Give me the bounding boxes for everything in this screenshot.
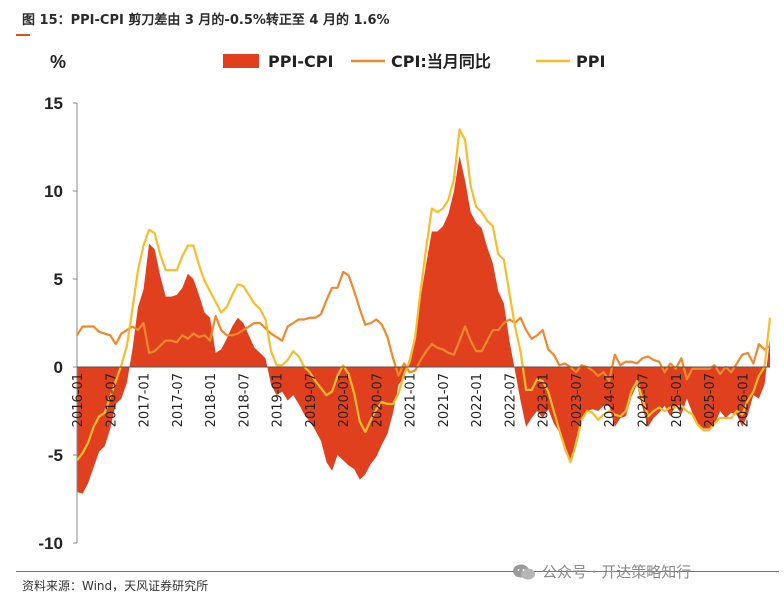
- x-tick-label: 2019-01: [271, 373, 286, 427]
- legend-swatch-ppi-cpi: [223, 54, 259, 68]
- watermark: 公众号 · 开达策略知行: [512, 561, 691, 582]
- x-tick-label: 2022-07: [503, 373, 518, 427]
- plot-area: 15 10 5 0 -5 -10 2016-01 2016-07 2017-01 2017-07 2…: [38, 94, 772, 553]
- y-axis-unit: %: [50, 52, 66, 72]
- source-note: 资料来源：Wind，天风证券研究所: [22, 579, 209, 593]
- legend: PPI-CPI CPI:当月同比 PPI: [223, 52, 605, 71]
- x-tick-label: 2025-07: [703, 373, 718, 427]
- y-tick-label: 0: [54, 358, 63, 377]
- series-cpi-line: [76, 270, 771, 383]
- chart-title: 图 15：PPI-CPI 剪刀差由 3 月的-0.5%转正至 4 月的 1.6%: [22, 13, 390, 28]
- x-tick-label: 2016-01: [71, 373, 86, 427]
- y-tick-label: -5: [48, 446, 63, 465]
- chart-canvas: % PPI-CPI CPI:当月同比 PPI 15 10 5 0 -5 -10 2016-01 2…: [38, 52, 772, 553]
- x-tick-label: 2018-07: [237, 373, 252, 427]
- series-ppi-line: [76, 128, 772, 464]
- legend-label: PPI: [576, 52, 605, 71]
- x-tick-label: 2023-01: [537, 373, 552, 427]
- footer-rule: [16, 571, 779, 572]
- y-tick-label: 15: [44, 94, 63, 113]
- series-ppi-cpi-area: [77, 155, 770, 494]
- y-tick-label: 5: [54, 270, 63, 289]
- y-tick-label: 10: [44, 182, 63, 201]
- x-tick-label: 2024-07: [636, 373, 651, 427]
- x-tick-label: 2023-07: [570, 373, 585, 427]
- x-tick-label: 2022-01: [470, 373, 485, 427]
- y-tick-label: -10: [38, 534, 63, 553]
- x-tick-label: 2017-07: [171, 373, 186, 427]
- legend-label: PPI-CPI: [268, 52, 333, 71]
- x-tick-label: 2025-01: [670, 373, 685, 427]
- x-tick-label: 2019-07: [304, 373, 319, 427]
- wechat-icon: [512, 563, 536, 581]
- x-tick-label: 2020-01: [337, 373, 352, 427]
- title-accent-rule: [16, 34, 30, 36]
- watermark-text: 公众号 · 开达策略知行: [542, 563, 692, 581]
- x-tick-label: 2024-01: [603, 373, 618, 427]
- x-tick-label: 2018-01: [204, 373, 219, 427]
- x-tick-label: 2020-07: [370, 373, 385, 427]
- x-tick-label: 2017-01: [138, 373, 153, 427]
- x-tick-label: 2021-07: [437, 373, 452, 427]
- x-tick-label: 2026-01: [736, 373, 751, 427]
- x-tick-label: 2016-07: [104, 373, 119, 427]
- x-tick-label: 2021-01: [404, 373, 419, 427]
- legend-label: CPI:当月同比: [391, 52, 491, 71]
